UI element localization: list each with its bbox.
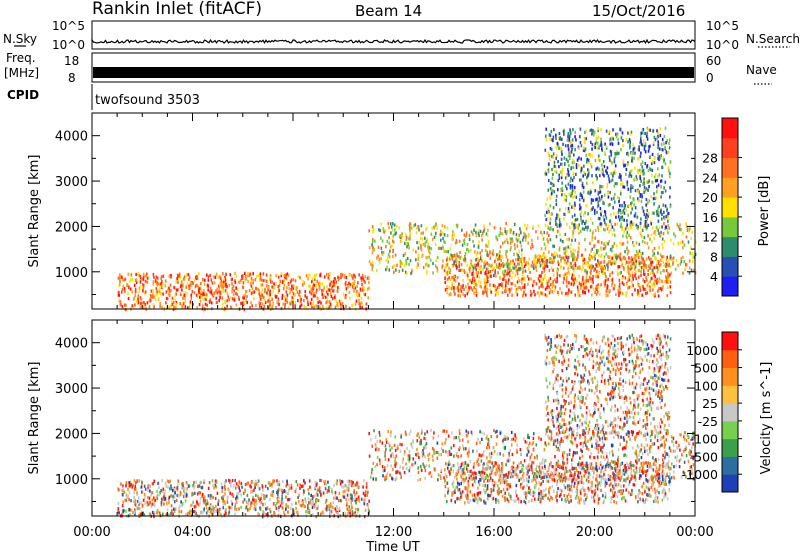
colorbar-swatch (722, 236, 738, 257)
colorbar-tick-label: 12 (702, 230, 718, 245)
freq-label: Freq. (6, 51, 36, 65)
freq-tick-bottom: 8 (68, 71, 76, 85)
y-tick-label: 3000 (55, 382, 88, 397)
y-tick-label: 1000 (55, 473, 88, 488)
colorbar-swatch (722, 118, 738, 139)
colorbar-swatch (722, 349, 738, 369)
power-panel: 1000 2000 3000 4000 Slant Range [km] 4 8 12 16… (27, 112, 772, 312)
noise-tick-right-top: 10^5 (706, 19, 739, 33)
beam-label: Beam 14 (355, 2, 422, 20)
nave-label: Nave (746, 63, 777, 77)
noise-tick-left-bottom: 10^0 (52, 38, 85, 52)
colorbar-swatch (722, 456, 738, 475)
colorbar-tick-label: 20 (702, 190, 718, 205)
cpid-panel: CPID twofsound 3503 (7, 84, 200, 110)
colorbar-tick-label: -25 (698, 414, 718, 429)
colorbar-swatch (722, 137, 738, 159)
colorbar-swatch (722, 256, 738, 277)
y-tick-label: 2000 (55, 220, 88, 235)
colorbar-tick-label: 1000 (686, 343, 718, 358)
colorbar-tick-label: -1000 (682, 467, 718, 482)
colorbar-tick-label: -500 (690, 449, 718, 464)
x-tick-label: 16:00 (475, 525, 512, 540)
x-tick-label: 00:00 (676, 525, 713, 540)
colorbar-swatch (722, 403, 738, 422)
colorbar-tick-label: 28 (702, 151, 718, 166)
x-tick-label: 04:00 (174, 525, 211, 540)
colorbar-swatch (722, 157, 738, 178)
x-axis-label: Time UT (365, 540, 419, 554)
colorbar-swatch (722, 420, 738, 440)
colorbar-tick-label: 4 (710, 269, 718, 284)
colorbar-swatch (722, 332, 738, 351)
colorbar-swatch (722, 474, 738, 493)
colorbar-swatch (722, 385, 738, 404)
colorbar-swatch (722, 216, 738, 238)
velocity-ylabel: Slant Range [km] (27, 362, 42, 475)
x-tick-label: 20:00 (576, 525, 613, 540)
velocity-colorbar-label: Velocity [m s^-1] (759, 362, 774, 475)
colorbar-swatch (722, 438, 738, 457)
station-title: Rankin Inlet (fitACF) (92, 0, 262, 19)
cpid-label: CPID (7, 88, 39, 102)
noise-panel: N.Sky 10^5 10^0 10^5 10^0 N.Search (3, 19, 800, 52)
noise-trace (91, 38, 696, 45)
freq-tick-top: 18 (64, 54, 79, 68)
y-tick-label: 1000 (55, 266, 88, 281)
colorbar-tick-label: 25 (702, 396, 718, 411)
y-tick-label: 2000 (55, 427, 88, 442)
nsky-label: N.Sky (3, 32, 37, 46)
nave-tick-bottom: 0 (706, 71, 714, 85)
nave-band (93, 67, 694, 78)
velocity-panel: 1000 2000 3000 4000 Slant Range [km] 1000 50… (27, 319, 774, 519)
x-tick-label: 08:00 (274, 525, 311, 540)
velocity-scatter (117, 333, 697, 519)
power-ylabel: Slant Range [km] (27, 155, 42, 268)
nave-tick-top: 60 (706, 54, 721, 68)
x-axis-ticks: 00:00 04:00 08:00 12:00 16:00 20:00 00:00 (73, 113, 714, 540)
colorbar-swatch (722, 197, 738, 218)
colorbar-tick-label: 8 (710, 249, 718, 264)
power-colorbar-label: Power [dB] (757, 176, 772, 247)
cpid-value: twofsound 3503 (95, 93, 200, 108)
noise-tick-right-bottom: 10^0 (706, 38, 739, 52)
y-tick-label: 3000 (55, 175, 88, 190)
freq-unit-label: [MHz] (4, 66, 39, 80)
colorbar-tick-label: 16 (702, 210, 718, 225)
nsearch-label: N.Search (746, 32, 800, 46)
noise-tick-left-top: 10^5 (52, 19, 85, 33)
y-tick-label: 4000 (55, 337, 88, 352)
colorbar-tick-label: 100 (694, 378, 718, 393)
colorbar-tick-label: -100 (690, 432, 718, 447)
x-tick-label: 00:00 (73, 525, 110, 540)
colorbar-swatch (722, 177, 738, 198)
freq-nave-panel: Freq. [MHz] 18 8 60 0 Nave (4, 51, 777, 85)
colorbar-tick-label: 500 (694, 361, 718, 376)
colorbar-swatch (722, 367, 738, 386)
colorbar-tick-label: 24 (702, 170, 718, 185)
power-scatter (117, 126, 697, 312)
x-tick-label: 12:00 (375, 525, 412, 540)
colorbar-swatch (722, 276, 738, 297)
date-label: 15/Oct/2016 (592, 2, 685, 20)
y-tick-label: 4000 (55, 130, 88, 145)
